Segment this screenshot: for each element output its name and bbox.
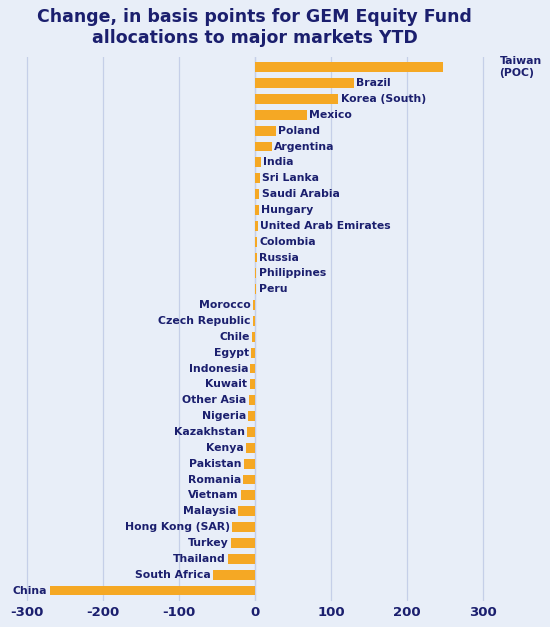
Text: Romania: Romania xyxy=(188,475,241,485)
Bar xyxy=(255,110,306,120)
Bar xyxy=(255,189,260,199)
Text: Thailand: Thailand xyxy=(173,554,226,564)
Text: Czech Republic: Czech Republic xyxy=(158,316,250,326)
Text: Turkey: Turkey xyxy=(188,538,228,548)
Text: India: India xyxy=(263,157,294,167)
Text: Brazil: Brazil xyxy=(356,78,390,88)
Bar xyxy=(255,173,260,183)
Text: Pakistan: Pakistan xyxy=(189,459,242,469)
Bar xyxy=(255,142,272,152)
Text: Vietnam: Vietnam xyxy=(188,490,239,500)
Text: Indonesia: Indonesia xyxy=(189,364,248,374)
Title: Change, in basis points for GEM Equity Fund
allocations to major markets YTD: Change, in basis points for GEM Equity F… xyxy=(37,8,472,47)
Text: Nigeria: Nigeria xyxy=(201,411,246,421)
Bar xyxy=(249,396,255,405)
Text: Argentina: Argentina xyxy=(274,142,334,152)
Text: Taiwan
(POC): Taiwan (POC) xyxy=(499,56,542,78)
Text: Saudi Arabia: Saudi Arabia xyxy=(262,189,339,199)
Bar xyxy=(252,332,255,342)
Text: South Africa: South Africa xyxy=(135,570,211,580)
Bar xyxy=(255,157,261,167)
Bar xyxy=(238,507,255,516)
Bar xyxy=(232,522,255,532)
Bar xyxy=(255,285,256,294)
Bar xyxy=(252,316,255,326)
Bar xyxy=(248,427,255,437)
Text: Philippines: Philippines xyxy=(258,268,326,278)
Bar xyxy=(255,205,258,215)
Bar xyxy=(213,570,255,579)
Text: Egypt: Egypt xyxy=(214,348,249,357)
Text: Hong Kong (SAR): Hong Kong (SAR) xyxy=(125,522,230,532)
Text: Kuwait: Kuwait xyxy=(205,379,248,389)
Text: Colombia: Colombia xyxy=(260,237,316,246)
Bar xyxy=(255,126,276,135)
Bar xyxy=(50,586,255,596)
Bar xyxy=(248,411,255,421)
Bar xyxy=(255,268,256,278)
Text: Kenya: Kenya xyxy=(206,443,244,453)
Text: Kazakhstan: Kazakhstan xyxy=(174,427,245,437)
Text: Korea (South): Korea (South) xyxy=(341,94,426,104)
Text: China: China xyxy=(13,586,47,596)
Bar xyxy=(255,237,257,246)
Bar xyxy=(244,459,255,468)
Text: Hungary: Hungary xyxy=(261,205,313,215)
Bar xyxy=(255,221,258,231)
Bar xyxy=(255,253,257,263)
Bar xyxy=(255,78,354,88)
Bar xyxy=(244,475,255,485)
Text: Morocco: Morocco xyxy=(199,300,251,310)
Bar xyxy=(246,443,255,453)
Bar xyxy=(230,538,255,548)
Bar xyxy=(254,300,255,310)
Text: Peru: Peru xyxy=(258,284,287,294)
Text: Sri Lanka: Sri Lanka xyxy=(262,173,320,183)
Text: Mexico: Mexico xyxy=(309,110,352,120)
Text: Chile: Chile xyxy=(219,332,250,342)
Text: United Arab Emirates: United Arab Emirates xyxy=(260,221,391,231)
Bar xyxy=(228,554,255,564)
Text: Other Asia: Other Asia xyxy=(182,395,246,405)
Bar xyxy=(241,490,255,500)
Bar xyxy=(250,379,255,389)
Bar xyxy=(255,62,443,72)
Text: Malaysia: Malaysia xyxy=(183,506,236,516)
Text: Poland: Poland xyxy=(278,125,321,135)
Bar xyxy=(255,94,338,104)
Bar xyxy=(250,364,255,374)
Text: Russia: Russia xyxy=(260,253,299,263)
Bar xyxy=(251,348,255,357)
